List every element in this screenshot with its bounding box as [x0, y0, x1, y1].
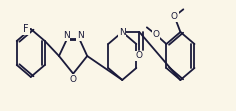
Text: N: N	[119, 28, 126, 37]
Text: O: O	[70, 75, 77, 84]
Text: O: O	[136, 51, 143, 60]
Text: O: O	[171, 12, 178, 21]
Text: O: O	[152, 30, 159, 39]
Text: N: N	[77, 31, 83, 40]
Text: N: N	[63, 31, 70, 40]
Text: F: F	[23, 24, 29, 34]
